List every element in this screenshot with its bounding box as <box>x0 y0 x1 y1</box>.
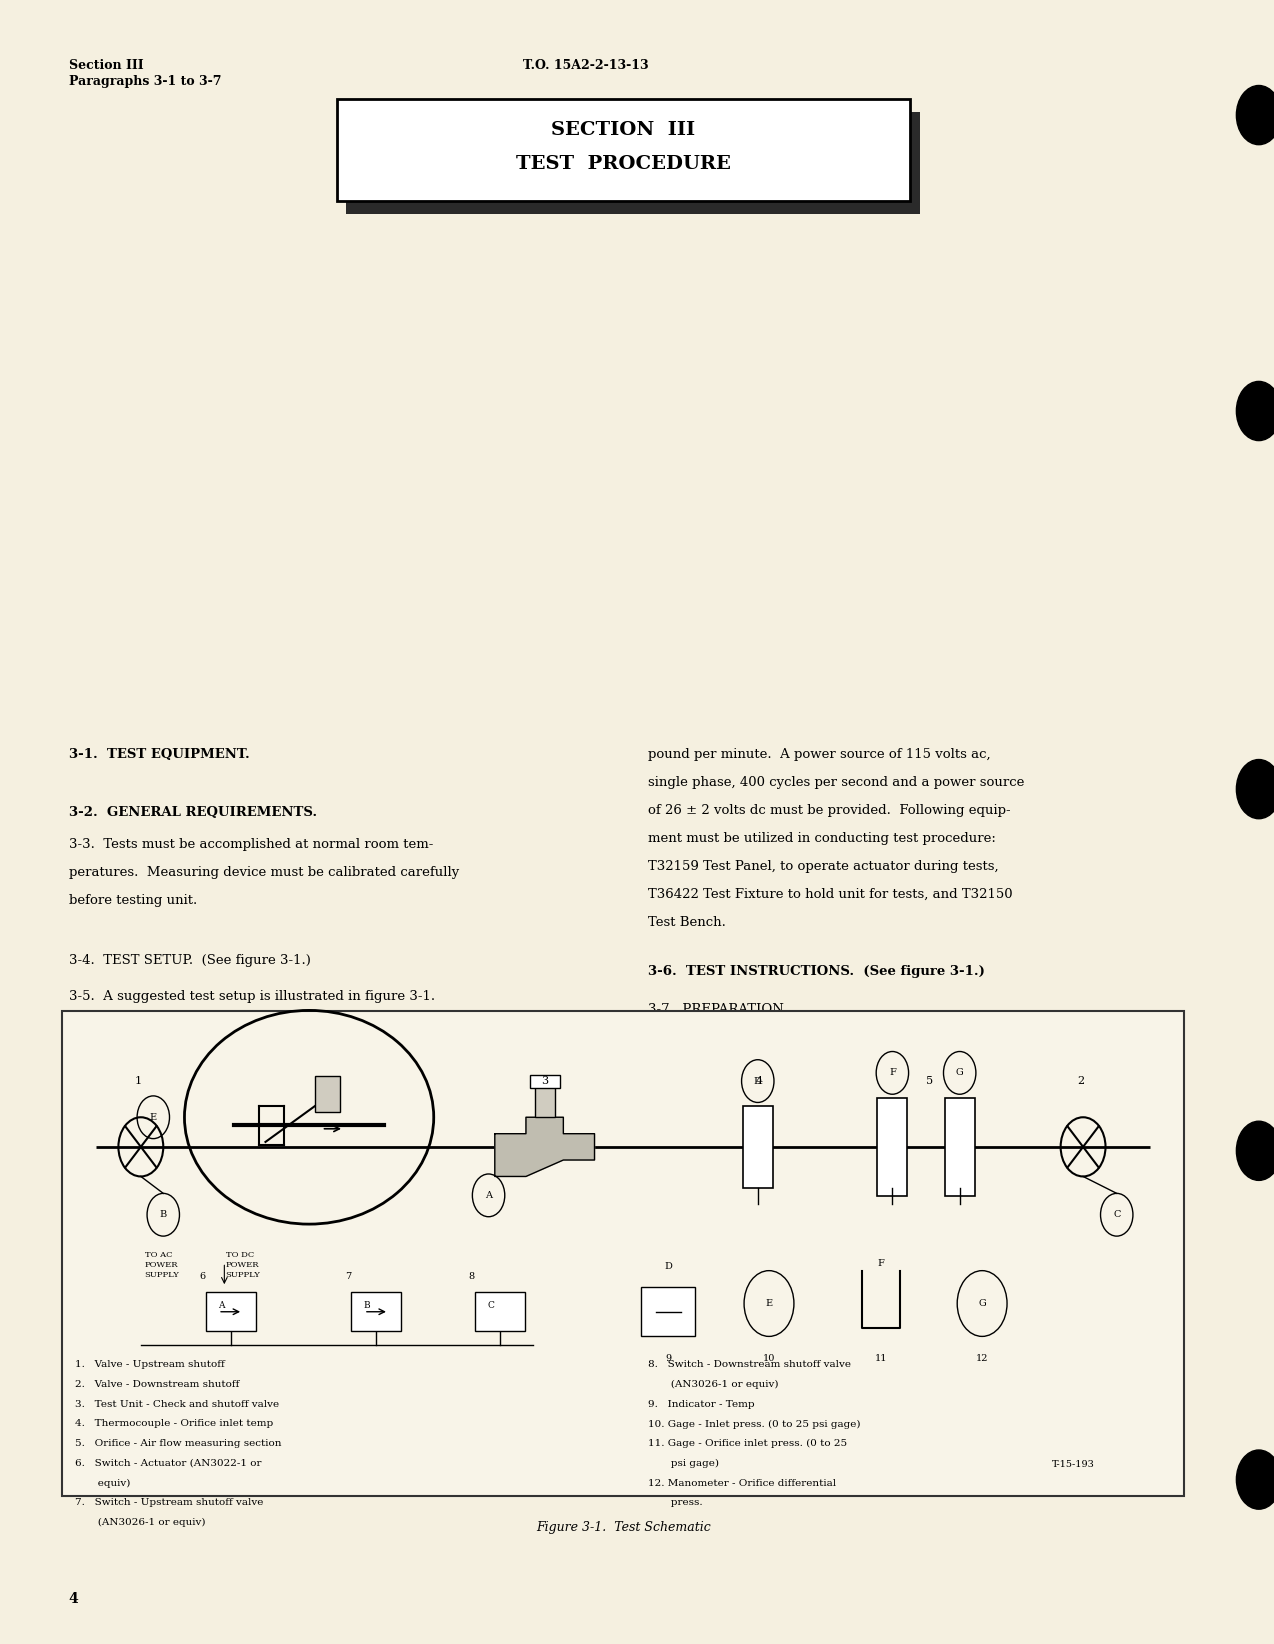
Text: T-15-193: T-15-193 <box>1051 1460 1094 1470</box>
Text: Test Bench.: Test Bench. <box>648 916 726 929</box>
Text: F: F <box>878 1259 884 1268</box>
Text: T36422 Test Fixture to hold unit for tests, and T32150: T36422 Test Fixture to hold unit for tes… <box>648 888 1013 901</box>
Text: 3-3.  Tests must be accomplished at normal room tem-: 3-3. Tests must be accomplished at norma… <box>69 838 433 852</box>
Text: 3-7.  PREPARATION.: 3-7. PREPARATION. <box>648 1003 787 1016</box>
Text: TO AC
POWER
SUPPLY: TO AC POWER SUPPLY <box>144 1251 180 1279</box>
Text: 12. Manometer - Orifice differential: 12. Manometer - Orifice differential <box>648 1478 836 1488</box>
Text: SECTION  III: SECTION III <box>552 122 696 138</box>
Text: C: C <box>488 1302 494 1310</box>
Text: A: A <box>485 1190 492 1200</box>
Text: 5.   Orifice - Air flow measuring section: 5. Orifice - Air flow measuring section <box>75 1438 282 1448</box>
Text: pound per minute.  A power source of 115 volts ac,: pound per minute. A power source of 115 … <box>648 748 991 761</box>
FancyBboxPatch shape <box>475 1292 525 1332</box>
Circle shape <box>1236 1450 1274 1509</box>
Text: T.O. 15A2-2-13-13: T.O. 15A2-2-13-13 <box>524 59 648 72</box>
Text: Figure 3-1.  Test Schematic: Figure 3-1. Test Schematic <box>536 1521 711 1534</box>
Text: D: D <box>754 1077 762 1085</box>
FancyBboxPatch shape <box>530 1075 559 1088</box>
FancyBboxPatch shape <box>945 1098 975 1197</box>
Text: B: B <box>364 1302 371 1310</box>
Text: 12: 12 <box>976 1355 989 1363</box>
Text: 2: 2 <box>1077 1075 1084 1085</box>
Text: equiv): equiv) <box>75 1478 130 1488</box>
Text: 8: 8 <box>469 1272 475 1281</box>
Text: (AN3026-1 or equiv): (AN3026-1 or equiv) <box>648 1379 778 1389</box>
Text: B: B <box>159 1210 167 1220</box>
FancyBboxPatch shape <box>352 1292 401 1332</box>
Text: 1: 1 <box>135 1075 141 1085</box>
Text: T32159 Test Panel, to operate actuator during tests,: T32159 Test Panel, to operate actuator d… <box>648 860 999 873</box>
Text: D: D <box>664 1263 671 1271</box>
Text: 3-5.  A suggested test setup is illustrated in figure 3-1.: 3-5. A suggested test setup is illustrat… <box>69 990 434 1003</box>
Text: A: A <box>218 1302 224 1310</box>
Text: C: C <box>1113 1210 1120 1220</box>
Text: psi gage): psi gage) <box>648 1458 719 1468</box>
Text: 9: 9 <box>665 1355 671 1363</box>
Circle shape <box>1236 85 1274 145</box>
Text: 11. Gage - Orifice inlet press. (0 to 25: 11. Gage - Orifice inlet press. (0 to 25 <box>648 1438 847 1448</box>
Text: Paragraphs 3-1 to 3-7: Paragraphs 3-1 to 3-7 <box>69 76 222 89</box>
Text: press.: press. <box>648 1498 703 1508</box>
Circle shape <box>1236 1121 1274 1180</box>
Text: 8.   Switch - Downstream shutoff valve: 8. Switch - Downstream shutoff valve <box>648 1360 851 1369</box>
Text: 11: 11 <box>875 1355 888 1363</box>
Text: TO DC
POWER
SUPPLY: TO DC POWER SUPPLY <box>225 1251 260 1279</box>
Text: a.  Install unit in T36422 Test Fixture as a shutoff: a. Install unit in T36422 Test Fixture a… <box>648 1047 998 1060</box>
Text: 6: 6 <box>200 1272 205 1281</box>
Text: before testing unit.: before testing unit. <box>69 894 196 907</box>
Text: peratures.  Measuring device must be calibrated carefully: peratures. Measuring device must be cali… <box>69 866 459 880</box>
FancyBboxPatch shape <box>641 1287 696 1337</box>
Text: ment must be utilized in conducting test procedure:: ment must be utilized in conducting test… <box>648 832 996 845</box>
Text: 3-6.  TEST INSTRUCTIONS.  (See figure 3-1.): 3-6. TEST INSTRUCTIONS. (See figure 3-1.… <box>648 965 985 978</box>
Text: of 26 ± 2 volts dc must be provided.  Following equip-: of 26 ± 2 volts dc must be provided. Fol… <box>648 804 1010 817</box>
Text: 4: 4 <box>69 1591 78 1606</box>
Text: F: F <box>889 1069 896 1077</box>
Text: Section III: Section III <box>69 59 143 72</box>
Circle shape <box>1236 760 1274 819</box>
FancyBboxPatch shape <box>62 1011 1184 1496</box>
Polygon shape <box>494 1118 595 1177</box>
Text: 3: 3 <box>541 1075 548 1085</box>
Text: G: G <box>956 1069 963 1077</box>
FancyBboxPatch shape <box>878 1098 907 1197</box>
Text: to 25 pi gage.  A flow meauring section is required,: to 25 pi gage. A flow meauring section i… <box>69 1046 413 1059</box>
Text: Test setup must be capable of handling air supplies up: Test setup must be capable of handling a… <box>69 1018 434 1031</box>
Text: single phase, 400 cycles per second and a power source: single phase, 400 cycles per second and … <box>648 776 1024 789</box>
FancyBboxPatch shape <box>347 112 920 214</box>
Text: 1.   Valve - Upstream shutoff: 1. Valve - Upstream shutoff <box>75 1360 224 1369</box>
Text: (AN3026-1 or equiv): (AN3026-1 or equiv) <box>75 1517 205 1527</box>
Text: 2.   Valve - Downstream shutoff: 2. Valve - Downstream shutoff <box>75 1379 240 1389</box>
Text: 5: 5 <box>926 1075 933 1085</box>
Text: 4.   Thermocouple - Orifice inlet temp: 4. Thermocouple - Orifice inlet temp <box>75 1419 273 1429</box>
FancyBboxPatch shape <box>743 1106 773 1189</box>
Text: 10: 10 <box>763 1355 775 1363</box>
Text: 3.   Test Unit - Check and shutoff valve: 3. Test Unit - Check and shutoff valve <box>75 1399 279 1409</box>
Text: capable of accurate measurement of air flows up to 0.20: capable of accurate measurement of air f… <box>69 1074 447 1087</box>
FancyBboxPatch shape <box>535 1085 554 1118</box>
Text: 3-2.  GENERAL REQUIREMENTS.: 3-2. GENERAL REQUIREMENTS. <box>69 806 317 819</box>
Text: 10. Gage - Inlet press. (0 to 25 psi gage): 10. Gage - Inlet press. (0 to 25 psi gag… <box>648 1419 861 1429</box>
Text: 4: 4 <box>755 1075 762 1085</box>
Text: E: E <box>766 1299 772 1309</box>
Text: E: E <box>150 1113 157 1121</box>
Circle shape <box>1236 381 1274 441</box>
FancyBboxPatch shape <box>316 1077 340 1113</box>
Text: TEST  PROCEDURE: TEST PROCEDURE <box>516 156 730 173</box>
Text: 6.   Switch - Actuator (AN3022-1 or: 6. Switch - Actuator (AN3022-1 or <box>75 1458 261 1468</box>
Text: 7: 7 <box>345 1272 352 1281</box>
Text: G: G <box>978 1299 986 1309</box>
FancyBboxPatch shape <box>205 1292 256 1332</box>
FancyBboxPatch shape <box>336 99 910 201</box>
Text: 3-4.  TEST SETUP.  (See figure 3-1.): 3-4. TEST SETUP. (See figure 3-1.) <box>69 954 311 967</box>
Text: 3-1.  TEST EQUIPMENT.: 3-1. TEST EQUIPMENT. <box>69 748 250 761</box>
Text: valve (normal position).  Connect actuator leads to a: valve (normal position). Connect actuato… <box>648 1075 1000 1088</box>
Text: 7.   Switch - Upstream shutoff valve: 7. Switch - Upstream shutoff valve <box>75 1498 264 1508</box>
Text: 9.   Indicator - Temp: 9. Indicator - Temp <box>648 1399 754 1409</box>
